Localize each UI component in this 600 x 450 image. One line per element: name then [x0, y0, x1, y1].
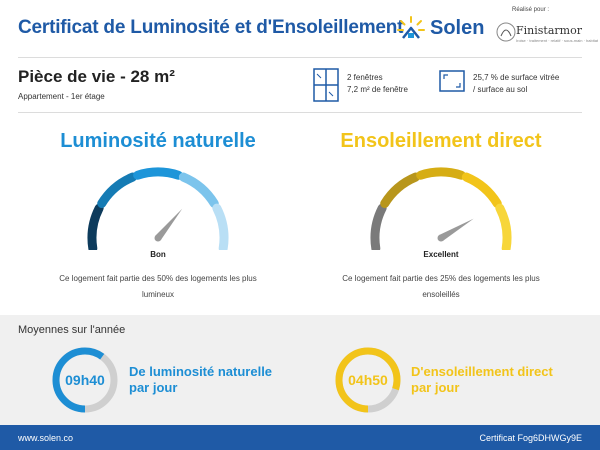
glazed-surface-icon: [439, 70, 465, 92]
sunshine-hours-value: 04h50: [348, 372, 388, 388]
brand-name: Solen: [430, 17, 485, 39]
sunshine-hours-label-line2: par jour: [411, 380, 460, 395]
sunshine-hours-ring: [335, 347, 401, 413]
luminosity-gauge-segment: [133, 167, 183, 180]
luminosity-desc-line2: lumineux: [141, 290, 174, 299]
glazed-ratio-suffix: / surface au sol: [473, 85, 528, 94]
luminosity-hours-value: 09h40: [65, 372, 105, 388]
sunshine-gauge-segment: [370, 203, 387, 250]
sunshine-gauge-segment: [461, 172, 502, 208]
luminosity-gauge-segment: [178, 172, 219, 208]
luminosity-rating: Bon: [150, 250, 166, 259]
sunshine-gauge-segment: [380, 172, 421, 208]
averages-title: Moyennes sur l'année: [18, 324, 126, 336]
luminosity-gauge-segment: [97, 172, 138, 208]
header: Certificat de Luminosité et d'Ensoleille…: [0, 0, 600, 58]
footer: www.solen.co Certificat Fog6DHWGy9E: [0, 425, 600, 450]
partner-tagline: Iroise · traitement · relatif · sous-mai…: [516, 38, 599, 43]
finistarmor-logo-icon: [496, 22, 516, 42]
sunshine-description: Ce logement fait partie des 25% des loge…: [316, 271, 566, 303]
luminosity-gauge: [87, 167, 229, 250]
luminosity-title: Luminosité naturelle: [60, 130, 256, 152]
sunshine-title: Ensoleillement direct: [340, 130, 542, 152]
yearly-averages-panel: Moyennes sur l'année 09h40 De luminosité…: [0, 315, 600, 425]
luminosity-gauge-needle: [155, 208, 183, 241]
footer-url-link[interactable]: www.solen.co: [18, 433, 74, 443]
room-title: Pièce de vie - 28 m²: [18, 67, 175, 86]
luminosity-ring-fill: [52, 347, 118, 413]
sunshine-gauge-needle: [439, 218, 474, 242]
windows-info: 2 fenêtres 7,2 m² de fenêtre: [347, 72, 408, 96]
solen-logo-icon: [397, 16, 425, 39]
divider: [18, 112, 582, 113]
glazed-ratio: 25,7 % de surface vitrée: [473, 73, 560, 82]
sunshine-hours-label: D'ensoleillement direct par jour: [411, 364, 553, 396]
sunshine-gauge-segment: [416, 167, 466, 180]
sunshine-rating: Excellent: [423, 250, 459, 259]
glazed-surface-info: 25,7 % de surface vitrée / surface au so…: [473, 72, 559, 96]
room-subtitle: Appartement - 1er étage: [18, 92, 105, 101]
sunshine-gauge: [370, 167, 512, 250]
certificate-id: Certificat Fog6DHWGy9E: [479, 433, 582, 443]
page-title: Certificat de Luminosité et d'Ensoleille…: [18, 17, 404, 38]
luminosity-hours-label: De luminosité naturelle par jour: [129, 364, 272, 396]
sunshine-gauge-segment: [495, 203, 512, 250]
window-icon: [313, 68, 339, 102]
sunshine-gauge-hub: [437, 234, 445, 242]
partner-logo: Finistarmor: [516, 24, 582, 37]
sunshine-desc-line1: Ce logement fait partie des 25% des loge…: [342, 274, 540, 283]
luminosity-gauge-hub: [154, 234, 162, 242]
windows-count: 2 fenêtres: [347, 73, 383, 82]
luminosity-hours-label-line1: De luminosité naturelle: [129, 364, 273, 379]
luminosity-hours-label-line2: par jour: [129, 380, 178, 395]
luminosity-gauge-segment: [212, 203, 229, 250]
luminosity-desc-line1: Ce logement fait partie des 50% des loge…: [59, 274, 257, 283]
windows-area: 7,2 m² de fenêtre: [347, 85, 408, 94]
sunshine-ring-fill: [335, 347, 401, 413]
luminosity-hours-ring: [52, 347, 118, 413]
sunshine-hours-label-line1: D'ensoleillement direct: [411, 364, 553, 379]
sunshine-desc-line2: ensoleillés: [422, 290, 460, 299]
divider: [18, 57, 582, 58]
luminosity-description: Ce logement fait partie des 50% des loge…: [33, 271, 283, 303]
luminosity-gauge-segment: [87, 203, 104, 250]
realise-pour-label: Réalisé pour :: [512, 7, 550, 13]
